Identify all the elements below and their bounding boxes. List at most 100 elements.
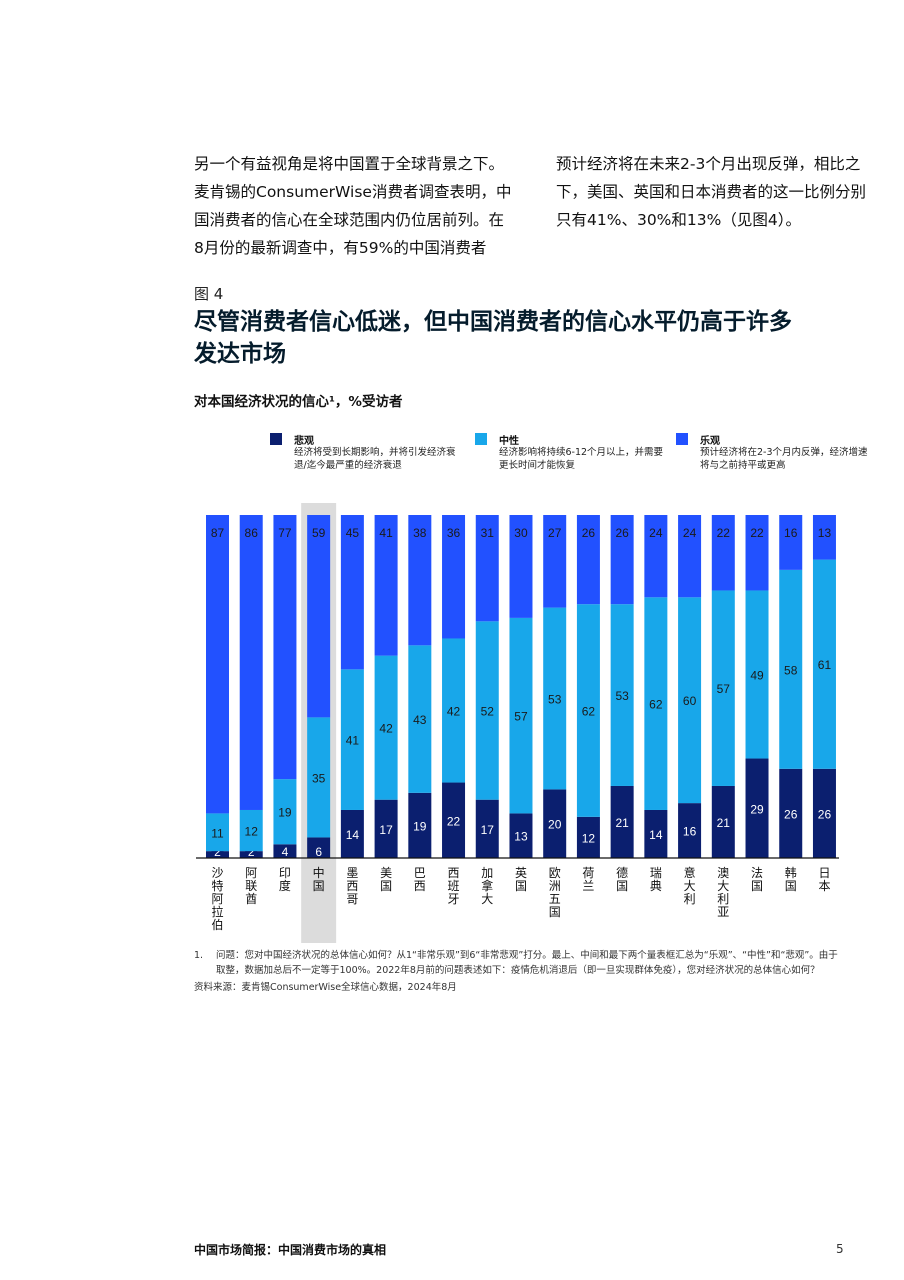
data-label: 2: [214, 845, 221, 859]
category-label-char: 西: [414, 879, 426, 893]
category-label-char: 国: [515, 879, 527, 893]
body-paragraph-right: 预计经济将在未来2-3个月出现反弹，相比之下，美国、英国和日本消费者的这一比例分…: [556, 155, 867, 229]
category-label-char: 国: [313, 879, 325, 893]
data-label: 53: [548, 693, 562, 707]
data-label: 62: [582, 705, 596, 719]
category-label-char: 西: [448, 866, 460, 880]
data-label: 22: [447, 814, 461, 828]
data-label: 21: [717, 816, 731, 830]
data-label: 49: [750, 668, 764, 682]
data-label: 52: [481, 705, 495, 719]
data-label: 57: [717, 682, 731, 696]
bar-segment-neutral: [678, 597, 702, 804]
data-label: 29: [750, 802, 764, 816]
bar-segment-neutral: [408, 645, 432, 793]
data-label: 17: [481, 823, 495, 837]
category-label-char: 英: [515, 866, 527, 880]
category-label-char: 典: [650, 879, 662, 893]
category-label-char: 利: [684, 892, 696, 906]
bar-segment-pessimistic: [408, 792, 432, 858]
category-label-char: 欧: [549, 866, 561, 880]
body-text-left-column: 另一个有益视角是将中国置于全球背景之下。麦肯锡的ConsumerWise消费者调…: [194, 150, 512, 262]
category-label-char: 特: [211, 878, 223, 893]
data-label: 62: [649, 698, 663, 712]
bar-segment-neutral: [475, 621, 499, 800]
bar-segment-optimistic: [442, 515, 466, 639]
data-label: 45: [346, 526, 360, 540]
bar-segment-optimistic: [374, 515, 398, 656]
bar-segment-pessimistic: [509, 813, 533, 858]
category-label-char: 荷: [582, 866, 594, 880]
value-label-bg: [312, 845, 325, 857]
data-label: 59: [312, 526, 326, 540]
bar-segment-neutral: [610, 604, 634, 786]
data-label: 57: [514, 710, 528, 724]
data-label: 14: [649, 828, 663, 842]
data-label: 21: [615, 816, 629, 830]
category-label-char: 澳: [717, 866, 729, 880]
category-label-char: 西: [346, 879, 358, 893]
bar-segment-neutral: [307, 717, 331, 838]
data-label: 27: [548, 526, 562, 540]
bar-segment-optimistic: [475, 515, 499, 622]
bar-segment-pessimistic: [779, 768, 803, 858]
bar-segment-optimistic: [543, 515, 567, 608]
legend-label-pessimistic: 悲观: [294, 436, 314, 447]
chart-notes: 1. 问题：您对中国经济状况的总体信心如何？从1“非常乐观”到6“非常悲观”打分…: [194, 948, 844, 995]
bar-segment-neutral: [644, 597, 668, 810]
data-label: 36: [447, 526, 461, 540]
value-label-bg: [278, 845, 291, 857]
category-label-char: 五: [549, 892, 561, 906]
data-label: 24: [683, 526, 697, 540]
category-label-char: 大: [684, 879, 696, 893]
category-label-char: 加: [481, 866, 493, 880]
legend-swatch-optimistic: [676, 433, 688, 445]
data-label: 61: [818, 658, 832, 672]
category-label-char: 利: [717, 892, 729, 906]
chart-subtitle: 对本国经济状况的信心¹，%受访者: [194, 394, 403, 410]
data-label: 31: [481, 526, 495, 540]
bar-segment-neutral: [442, 638, 466, 783]
data-label: 42: [379, 722, 393, 736]
bar-segment-optimistic: [745, 515, 769, 591]
bar-segment-pessimistic: [610, 785, 634, 858]
category-label-char: 国: [380, 879, 392, 893]
legend-swatch-neutral: [475, 433, 487, 445]
data-label: 11: [211, 826, 224, 840]
data-label: 16: [784, 526, 798, 540]
body-text-right-column: 预计经济将在未来2-3个月出现反弹，相比之下，美国、英国和日本消费者的这一比例分…: [556, 150, 874, 234]
footer-title: 中国市场简报：中国消费市场的真相: [194, 1243, 387, 1257]
data-label: 22: [717, 526, 731, 540]
bar-segment-optimistic: [408, 515, 432, 646]
data-label: 2: [248, 845, 255, 859]
data-label: 19: [278, 806, 292, 820]
data-label: 53: [615, 689, 629, 703]
footnote-number: 1.: [194, 950, 204, 961]
bar-segment-optimistic: [340, 515, 364, 670]
legend-label-optimistic: 乐观: [700, 436, 720, 447]
data-label: 30: [514, 526, 528, 540]
category-label-char: 国: [751, 879, 763, 893]
bar-segment-neutral: [543, 607, 567, 790]
category-label-char: 德: [616, 865, 628, 880]
page-number: 5: [836, 1242, 844, 1256]
bar-segment-neutral: [509, 617, 533, 814]
data-label: 58: [784, 663, 798, 677]
legend-desc-neutral: 经济影响将持续6-12个月以上，并需要更长时间才能恢复: [499, 447, 664, 471]
category-label-char: 大: [481, 892, 493, 906]
category-label-char: 国: [785, 879, 797, 893]
data-label: 12: [245, 825, 259, 839]
bar-segment-optimistic: [307, 515, 331, 718]
data-label: 42: [447, 705, 461, 719]
category-label-char: 国: [616, 879, 628, 893]
category-label-char: 墨: [346, 866, 358, 880]
data-label: 20: [548, 818, 562, 832]
category-label-char: 哥: [346, 892, 358, 906]
data-label: 16: [683, 825, 697, 839]
category-label-char: 联: [245, 879, 257, 893]
bar-segment-pessimistic: [812, 768, 836, 858]
data-label: 41: [346, 734, 360, 748]
bar-segment-optimistic: [644, 515, 668, 598]
legend-desc-optimistic: 预计经济将在2-3个月内反弹，经济增速将与之前持平或更高: [700, 447, 868, 471]
